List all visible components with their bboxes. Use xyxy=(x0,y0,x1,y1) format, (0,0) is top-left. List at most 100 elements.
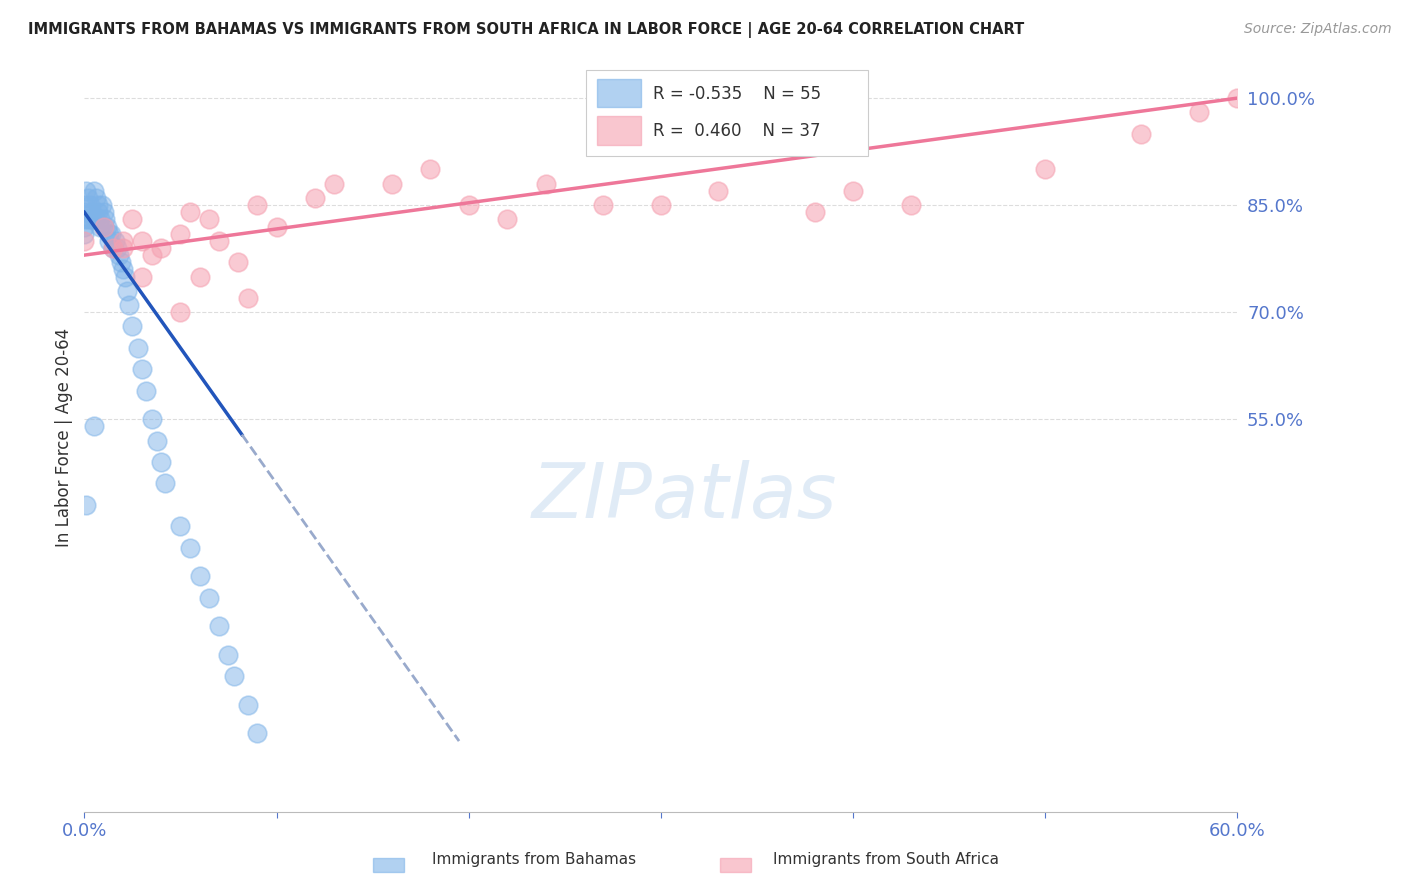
Point xyxy=(131,269,153,284)
Point xyxy=(188,569,211,583)
Point xyxy=(1226,91,1249,105)
Point xyxy=(135,384,157,398)
Point xyxy=(73,198,96,212)
Point xyxy=(93,219,115,234)
Point xyxy=(98,227,121,241)
Point xyxy=(842,184,865,198)
Point xyxy=(111,234,134,248)
Point xyxy=(117,298,139,312)
Point xyxy=(103,241,124,255)
Point xyxy=(73,219,96,234)
Point xyxy=(534,177,557,191)
Bar xyxy=(598,116,641,145)
Point xyxy=(79,198,101,212)
Point xyxy=(89,212,111,227)
Point xyxy=(226,255,249,269)
Point xyxy=(104,234,127,248)
Point xyxy=(121,212,143,227)
Text: R =  0.460    N = 37: R = 0.460 N = 37 xyxy=(652,122,820,140)
Point xyxy=(131,234,153,248)
Point xyxy=(218,648,240,662)
Point xyxy=(94,212,117,227)
Text: R = -0.535    N = 55: R = -0.535 N = 55 xyxy=(652,85,821,103)
Point xyxy=(224,669,246,683)
Point xyxy=(208,619,231,633)
Point xyxy=(77,191,100,205)
Point xyxy=(73,205,96,219)
Point xyxy=(111,262,134,277)
Point xyxy=(381,177,404,191)
Point xyxy=(83,212,105,227)
Point xyxy=(236,698,259,712)
Point xyxy=(93,205,115,219)
Point xyxy=(457,198,479,212)
Point xyxy=(141,412,163,426)
Point xyxy=(100,227,122,241)
Bar xyxy=(598,78,641,107)
Point xyxy=(103,241,124,255)
Point xyxy=(236,291,259,305)
Point xyxy=(150,241,173,255)
Point xyxy=(1033,162,1056,177)
Point xyxy=(208,234,231,248)
Point xyxy=(188,269,211,284)
Text: IMMIGRANTS FROM BAHAMAS VS IMMIGRANTS FROM SOUTH AFRICA IN LABOR FORCE | AGE 20-: IMMIGRANTS FROM BAHAMAS VS IMMIGRANTS FR… xyxy=(28,22,1025,38)
Point xyxy=(179,541,201,555)
Point xyxy=(110,255,132,269)
Point xyxy=(198,591,221,605)
Point xyxy=(246,198,269,212)
Point xyxy=(73,212,96,227)
Point xyxy=(127,341,149,355)
Point xyxy=(131,362,153,376)
Point xyxy=(75,184,97,198)
Point xyxy=(266,219,288,234)
Text: ZIPatlas: ZIPatlas xyxy=(531,460,837,534)
Point xyxy=(146,434,169,448)
Point xyxy=(496,212,519,227)
Point xyxy=(111,241,134,255)
Point xyxy=(87,198,110,212)
Point xyxy=(323,177,346,191)
Point xyxy=(73,227,96,241)
Point xyxy=(246,726,269,740)
Point xyxy=(83,419,105,434)
Point xyxy=(141,248,163,262)
Point xyxy=(89,219,111,234)
Point xyxy=(592,198,614,212)
Point xyxy=(650,198,672,212)
Point xyxy=(169,305,191,319)
Point xyxy=(1188,105,1211,120)
Point xyxy=(96,219,118,234)
Text: Immigrants from Bahamas: Immigrants from Bahamas xyxy=(432,852,637,867)
Point xyxy=(84,191,107,205)
Point xyxy=(80,205,103,219)
Y-axis label: In Labor Force | Age 20-64: In Labor Force | Age 20-64 xyxy=(55,327,73,547)
Point xyxy=(84,212,107,227)
Point xyxy=(79,212,101,227)
Point xyxy=(803,205,825,219)
Point xyxy=(108,248,131,262)
Point xyxy=(87,205,110,219)
Point xyxy=(1130,127,1153,141)
Point xyxy=(73,234,96,248)
Point xyxy=(83,184,105,198)
Point xyxy=(98,234,121,248)
Point xyxy=(419,162,441,177)
Text: Immigrants from South Africa: Immigrants from South Africa xyxy=(773,852,998,867)
Text: Source: ZipAtlas.com: Source: ZipAtlas.com xyxy=(1244,22,1392,37)
Point xyxy=(169,519,191,533)
Point xyxy=(304,191,326,205)
Point xyxy=(114,269,136,284)
Point xyxy=(77,212,100,227)
Point xyxy=(179,205,201,219)
Point xyxy=(105,241,128,255)
Point xyxy=(93,219,115,234)
Point xyxy=(169,227,191,241)
Point xyxy=(90,198,112,212)
Point xyxy=(150,455,173,469)
Point xyxy=(707,184,730,198)
Point xyxy=(121,319,143,334)
FancyBboxPatch shape xyxy=(586,70,869,156)
Point xyxy=(75,498,97,512)
Point xyxy=(198,212,221,227)
